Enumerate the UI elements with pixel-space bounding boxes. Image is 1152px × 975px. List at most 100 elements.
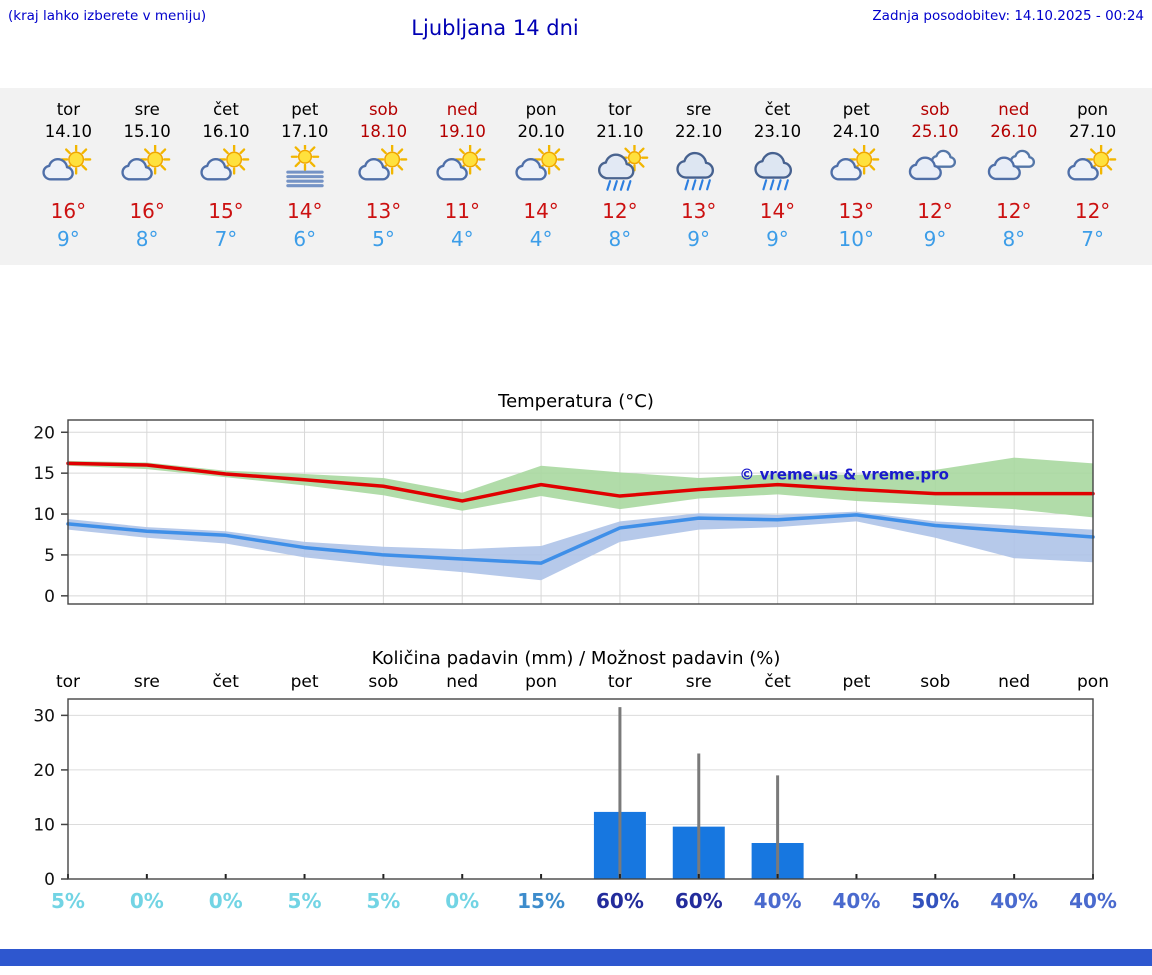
day-icon-wrap (896, 145, 975, 194)
day-name: ned (446, 100, 478, 119)
day-name: sob (368, 100, 399, 119)
precip-day-label: sob (920, 672, 950, 692)
precip-probability: 40% (753, 889, 802, 913)
forecast-day: pon 27.10 12° 7° (1053, 100, 1132, 251)
precipitation-chart-title: Količina padavin (mm) / Možnost padavin … (371, 648, 781, 669)
day-name: tor (608, 100, 632, 119)
day-high-temp: 14° (523, 199, 559, 223)
temperature-chart: 0 5 10 15 20 © vreme.us & vreme.pro (33, 419, 1095, 607)
day-icon-wrap (423, 144, 502, 194)
temp-y-tick-label: 15 (33, 464, 55, 484)
day-high-temp: 16° (50, 199, 87, 223)
day-high-temp: 14° (287, 199, 323, 223)
precip-day-label: čet (764, 672, 791, 692)
weather-icon-partly-cloudy (200, 144, 250, 181)
day-low-temp: 5° (372, 227, 395, 251)
day-date: 23.10 (753, 122, 802, 141)
day-date: 15.10 (123, 122, 171, 141)
weather-icon-cloudy (908, 149, 957, 181)
day-low-temp: 7° (214, 227, 238, 251)
precip-day-label: tor (608, 672, 632, 692)
weather-icon-partly-cloudy (515, 144, 565, 181)
weather-icon-rain (676, 151, 714, 191)
day-icon-wrap (108, 144, 187, 194)
last-updated: Zadnja posodobitev: 14.10.2025 - 00:24 (872, 8, 1144, 24)
watermark: © vreme.us & vreme.pro (739, 466, 949, 484)
day-high-temp: 16° (129, 199, 165, 223)
day-date: 14.10 (44, 122, 93, 141)
precip-day-label: tor (56, 672, 80, 692)
day-name: tor (56, 100, 81, 119)
forecast-day: pet 17.10 14° 6° (265, 100, 344, 251)
day-high-temp: 12° (917, 199, 953, 223)
temp-y-tick-label: 0 (44, 587, 55, 607)
day-low-temp: 4° (529, 227, 553, 251)
precip-probability: 60% (674, 889, 723, 913)
precip-probability: 40% (832, 889, 881, 913)
day-high-temp: 15° (208, 199, 244, 223)
forecast-day: sob 18.10 13° 5° (344, 100, 423, 251)
day-icon-wrap (659, 145, 738, 194)
day-name: pon (1077, 100, 1109, 119)
forecast-day: sob 25.10 12° 9° (896, 100, 975, 251)
temperature-chart-title: Temperatura (°C) (498, 391, 654, 412)
temp-y-tick-label: 10 (33, 505, 55, 525)
day-date: 26.10 (990, 122, 1038, 141)
min-temp-line (66, 513, 1095, 565)
precip-y-tick-label: 10 (33, 815, 55, 835)
weather-icon-partly-cloudy (1066, 144, 1116, 181)
day-high-temp: 11° (444, 199, 481, 223)
day-icon-wrap (974, 145, 1053, 194)
precip-day-label: sre (134, 672, 160, 692)
weather-icon-partly-cloudy (357, 144, 407, 181)
weather-icon-partly-cloudy (830, 144, 880, 181)
day-name: čet (213, 100, 239, 119)
forecast-day: sre 22.10 13° 9° (659, 100, 738, 251)
precip-probability: 0% (129, 889, 164, 913)
day-date: 25.10 (911, 122, 959, 141)
day-icon-wrap (502, 144, 581, 194)
day-low-temp: 7° (1081, 227, 1104, 251)
day-icon-wrap (187, 144, 266, 194)
day-date: 21.10 (596, 122, 644, 141)
forecast-day: pet 24.10 13° 10° (817, 100, 896, 251)
day-low-temp: 8° (1002, 227, 1026, 251)
day-icon-wrap (344, 144, 423, 194)
day-date: 27.10 (1068, 122, 1117, 141)
precip-day-label: sre (686, 672, 712, 692)
day-high-temp: 13° (680, 199, 717, 223)
precip-day-label: pet (291, 672, 319, 692)
day-low-temp: 9° (766, 227, 789, 251)
footer-bar (0, 949, 1152, 966)
precipitation-probability-row: 5% 0% 0% 5% 5% 0% 15% 60% 60% 40% 40% 50% 40% 40% (0, 887, 1152, 921)
day-date: 20.10 (517, 122, 565, 141)
day-name: čet (764, 100, 791, 119)
forecast-day: tor 21.10 12° 8° (580, 100, 659, 251)
day-date: 22.10 (675, 122, 723, 141)
forecast-day: sre 15.10 16° 8° (108, 100, 187, 251)
day-name: pet (842, 100, 870, 119)
precip-probability: 0% (208, 889, 243, 913)
forecast-day: čet 16.10 15° 7° (187, 100, 266, 251)
precip-day-label: pon (1077, 672, 1109, 692)
day-low-temp: 4° (450, 227, 474, 251)
day-name: sob (920, 100, 950, 119)
weather-icon-rain-sun (597, 143, 649, 191)
max-temp-range-band (68, 457, 1093, 518)
forecast-day: ned 26.10 12° 8° (974, 100, 1053, 251)
page-title: Ljubljana 14 dni (411, 16, 579, 40)
day-name: pon (525, 100, 557, 119)
temp-y-tick-label: 20 (33, 423, 55, 443)
day-low-temp: 10° (838, 227, 874, 251)
day-name: sre (134, 100, 160, 119)
precip-probability: 40% (1069, 889, 1117, 913)
weather-icon-partly-cloudy (436, 144, 486, 181)
forecast-strip: tor 14.10 16° 9° sre 15.10 16° 8° čet 16.10 15° 7° p… (0, 88, 1152, 265)
day-low-temp: 9° (57, 227, 80, 251)
day-name: ned (998, 100, 1030, 119)
precip-probability: 0% (445, 889, 480, 913)
weather-icon-partly-cloudy (121, 144, 171, 181)
temp-y-tick-label: 5 (44, 546, 55, 566)
day-low-temp: 9° (923, 227, 947, 251)
